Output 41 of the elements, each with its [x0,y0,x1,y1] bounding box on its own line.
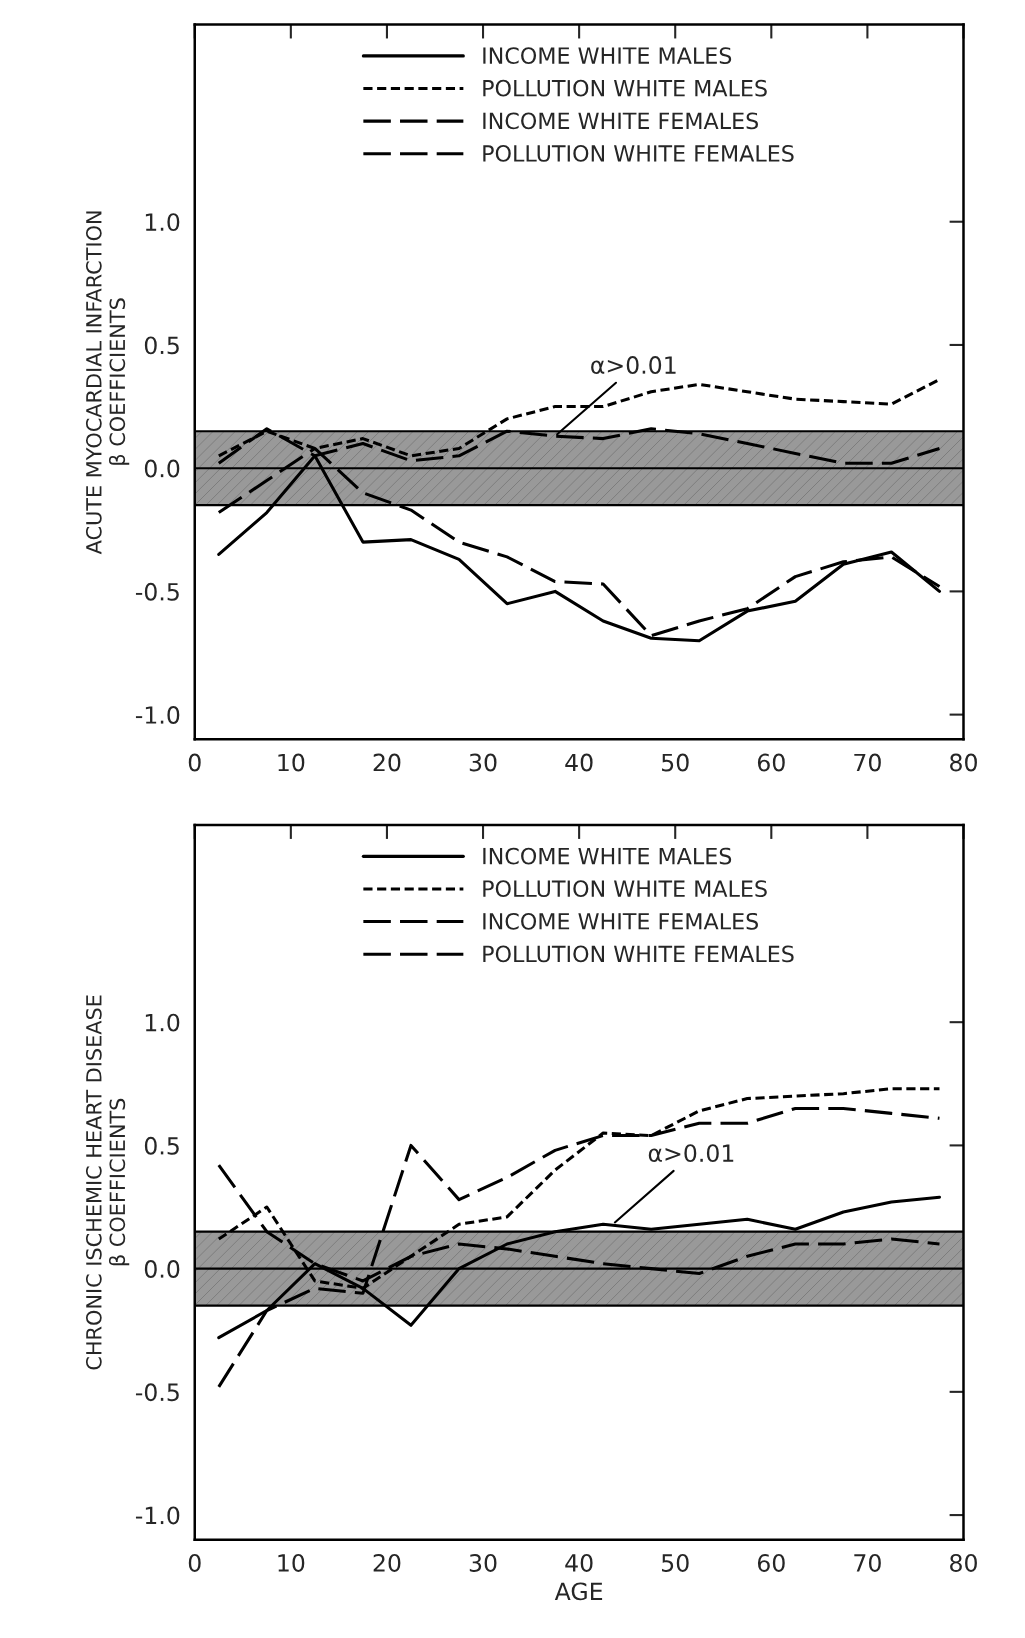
x-tick-label: 60 [757,1554,785,1572]
legend-label: POLLUTION WHITE MALES [483,79,767,97]
x-tick-label: 50 [662,753,689,772]
x-tick-label: 70 [854,753,881,772]
annotation: α>0.01 [648,1144,734,1163]
x-tick-label: 80 [950,1554,977,1572]
x-tick-label: 30 [469,1554,497,1572]
x-tick-label: 20 [373,1554,401,1572]
y-tick-label: -1.0 [135,1506,180,1525]
legend-label: INCOME WHITE MALES [483,847,732,865]
y-axis-title: CHRONIC ISCHEMIC HEART DISEASE β COEFFICIENTS [85,995,130,1370]
y-tick-label: 1.0 [145,213,180,232]
y-tick-label: 0.5 [144,336,179,355]
legend-label: INCOME WHITE MALES [483,47,732,64]
x-tick-label: 0 [188,1554,201,1572]
x-tick-label: 20 [373,753,401,772]
legend-label: POLLUTION WHITE FEMALES [483,945,794,963]
y-tick-label: -0.5 [135,582,179,601]
x-tick-label: 10 [278,753,305,772]
y-tick-label: 0.5 [144,1136,179,1155]
x-tick-label: 0 [188,753,201,772]
x-tick-label: 50 [662,1554,689,1572]
x-tick-label: 80 [950,753,977,772]
y-tick-label: -1.0 [135,706,180,724]
x-tick-label: 60 [757,753,785,772]
y-axis-title: ACUTE MYOCARDIAL INFARCTION β COEFFICIENTS [85,211,130,555]
legend-label: POLLUTION WHITE MALES [483,880,767,898]
x-tick-label: 40 [565,753,593,772]
x-axis-title: AGE [554,1582,603,1601]
x-tick-label: 40 [565,1554,593,1572]
annotation: α>0.01 [591,356,676,374]
x-tick-label: 30 [469,753,497,772]
legend-label: INCOME WHITE FEMALES [483,912,758,930]
y-tick-label: -0.5 [135,1383,179,1402]
legend-label: INCOME WHITE FEMALES [483,112,758,130]
y-tick-label: 0.0 [144,459,180,478]
y-tick-label: 1.0 [145,1013,180,1032]
y-tick-label: 0.0 [144,1260,180,1278]
x-tick-label: 70 [854,1554,881,1572]
x-tick-label: 10 [278,1554,305,1572]
legend-label: POLLUTION WHITE FEMALES [483,145,794,162]
